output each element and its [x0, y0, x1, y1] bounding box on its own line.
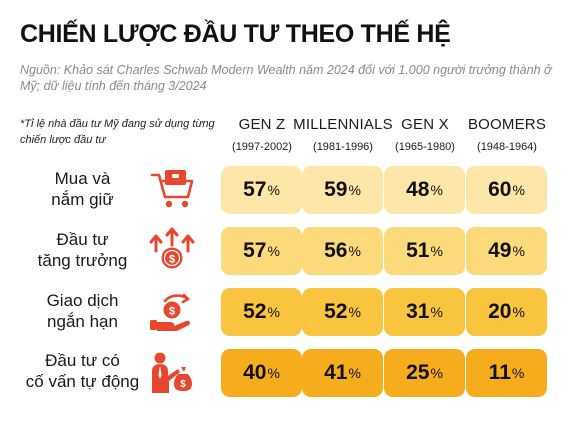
value-cell-gen-x: 25% [384, 349, 465, 397]
percent-sign: % [348, 243, 361, 259]
percent-sign: % [512, 304, 525, 320]
value-cell-gen-x: 51% [384, 227, 465, 275]
value-cell-gen-x: 31% [384, 288, 465, 336]
value-cell-millennials: 41% [302, 349, 383, 397]
value-cell-gen-z: 40% [221, 349, 302, 397]
row-label-line: cố vấn tự động [25, 372, 140, 391]
percent-sign: % [267, 243, 280, 259]
row-label-line: Đầu tư có [45, 351, 120, 370]
column-header-gen-z: GEN Z (1997-2002) [206, 116, 318, 153]
percent-sign: % [348, 365, 361, 381]
svg-text:$: $ [169, 306, 175, 318]
column-years: (1948-1964) [477, 141, 537, 153]
value-label: 51 [406, 239, 430, 262]
percent-sign: % [348, 182, 361, 198]
column-name: BOOMERS [467, 116, 547, 133]
percent-sign: % [348, 304, 361, 320]
value-cell-gen-z: 52% [221, 288, 302, 336]
row-label-line: nắm giữ [51, 190, 114, 209]
svg-text:$: $ [180, 379, 186, 390]
shopping-cart-icon [150, 170, 194, 208]
value-label: 57 [243, 239, 267, 262]
value-cell-gen-z: 57% [221, 227, 302, 275]
row-label-line: tăng trưởng [37, 251, 128, 270]
value-label: 40 [243, 361, 267, 384]
value-cell-millennials: 59% [302, 166, 383, 214]
percent-sign: % [512, 243, 525, 259]
value-label: 48 [406, 178, 430, 201]
value-label: 49 [488, 239, 512, 262]
value-cell-boomers: 20% [466, 288, 547, 336]
column-header-millennials: MILLENNIALS (1981-1996) [287, 116, 399, 153]
row-label-line: Đầu tư [56, 230, 109, 249]
value-label: 57 [243, 178, 267, 201]
column-header-boomers: BOOMERS (1948-1964) [451, 116, 563, 153]
value-cell-millennials: 52% [302, 288, 383, 336]
percent-sign: % [512, 182, 525, 198]
value-cell-gen-x: 48% [384, 166, 465, 214]
value-cell-gen-z: 57% [221, 166, 302, 214]
row-label-line: Mua và [54, 169, 111, 188]
percent-sign: % [267, 365, 280, 381]
column-years: (1965-1980) [395, 141, 455, 153]
svg-text:$: $ [169, 254, 175, 266]
value-cell-boomers: 49% [466, 227, 547, 275]
row-label-growth-investing: Đầu tư tăng trưởng [20, 229, 145, 271]
row-label-short-term-trading: Giao dịch ngắn hạn [20, 290, 145, 332]
value-label: 41 [324, 361, 348, 384]
advisor-money-bag-icon: $ [152, 352, 192, 393]
value-label: 52 [243, 300, 267, 323]
value-cell-millennials: 56% [302, 227, 383, 275]
source-note: Nguồn: Khảo sát Charles Schwab Modern We… [20, 63, 552, 93]
row-label-buy-and-hold: Mua và nắm giữ [20, 168, 145, 210]
value-label: 59 [324, 178, 348, 201]
value-label: 11 [488, 361, 511, 384]
percent-sign: % [267, 182, 280, 198]
percent-sign: % [430, 243, 443, 259]
footnote: *Tỉ lệ nhà đầu tư Mỹ đang sử dụng từng c… [20, 118, 215, 146]
value-label: 56 [324, 239, 348, 262]
value-label: 31 [406, 300, 430, 323]
row-label-line: ngắn hạn [47, 312, 118, 331]
percent-sign: % [430, 365, 443, 381]
column-years: (1997-2002) [232, 141, 292, 153]
percent-sign: % [511, 365, 525, 381]
value-label: 52 [324, 300, 348, 323]
value-label: 60 [488, 178, 512, 201]
chart-title: CHIẾN LƯỢC ĐẦU TƯ THEO THẾ HỆ [20, 20, 451, 48]
value-label: 25 [406, 361, 430, 384]
percent-sign: % [267, 304, 280, 320]
value-cell-boomers: 60% [466, 166, 547, 214]
value-label: 20 [488, 300, 512, 323]
growth-coin-icon: $ [149, 227, 195, 269]
percent-sign: % [430, 304, 443, 320]
column-years: (1981-1996) [313, 141, 373, 153]
column-name: MILLENNIALS [293, 116, 393, 133]
hand-coin-exchange-icon: $ [150, 293, 190, 331]
row-label-robo-advisor: Đầu tư có cố vấn tự động [20, 350, 145, 392]
column-header-gen-x: GEN X (1965-1980) [369, 116, 481, 153]
percent-sign: % [430, 182, 443, 198]
column-name: GEN Z [238, 116, 286, 133]
column-name: GEN X [401, 116, 449, 133]
row-label-line: Giao dịch [46, 291, 119, 310]
value-cell-boomers: 11% [466, 349, 547, 397]
